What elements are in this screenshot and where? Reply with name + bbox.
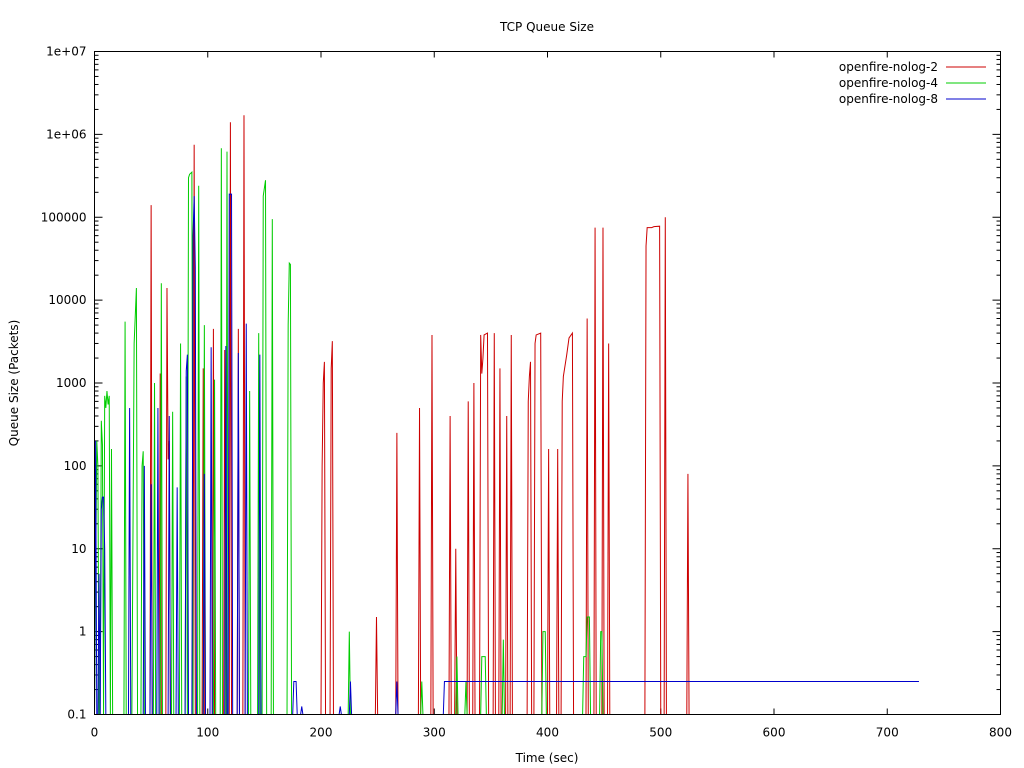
legend: openfire-nolog-2 openfire-nolog-4 openfire… (839, 60, 986, 106)
y-tick-label: 1e+07 (46, 45, 86, 59)
x-tick-label: 800 (989, 726, 1012, 740)
x-tick-label: 700 (876, 726, 899, 740)
x-tick-label: 100 (196, 726, 219, 740)
legend-label: openfire-nolog-8 (839, 92, 938, 106)
y-tick-label: 100 (64, 459, 87, 473)
plot-area (94, 115, 919, 715)
y-tick-label: 10000 (48, 293, 86, 307)
series-line-1 (94, 115, 729, 715)
y-axis-label: Queue Size (Packets) (7, 320, 21, 447)
legend-label: openfire-nolog-4 (839, 76, 938, 90)
y-tick-label: 10 (71, 542, 86, 556)
y-tick-label: 100000 (41, 210, 87, 224)
x-tick-label: 200 (310, 726, 333, 740)
legend-label: openfire-nolog-2 (839, 60, 938, 74)
series-line-2 (94, 148, 729, 715)
chart-title: TCP Queue Size (499, 20, 594, 34)
x-tick-label: 500 (649, 726, 672, 740)
y-tick-label: 1000 (56, 376, 87, 390)
y-tick-label: 1e+06 (46, 127, 86, 141)
y-tick-label: 0.1 (67, 708, 86, 722)
axis-ticks: 0 100 200 300 400 500 600 700 800 0.1 1 10 100 1000 10… (41, 45, 1012, 740)
x-tick-label: 400 (536, 726, 559, 740)
x-tick-label: 600 (763, 726, 786, 740)
x-tick-label: 0 (91, 726, 99, 740)
x-tick-label: 300 (423, 726, 446, 740)
y-tick-label: 1 (79, 625, 87, 639)
x-axis-label: Time (sec) (515, 751, 579, 765)
plot-frame (94, 51, 1001, 715)
